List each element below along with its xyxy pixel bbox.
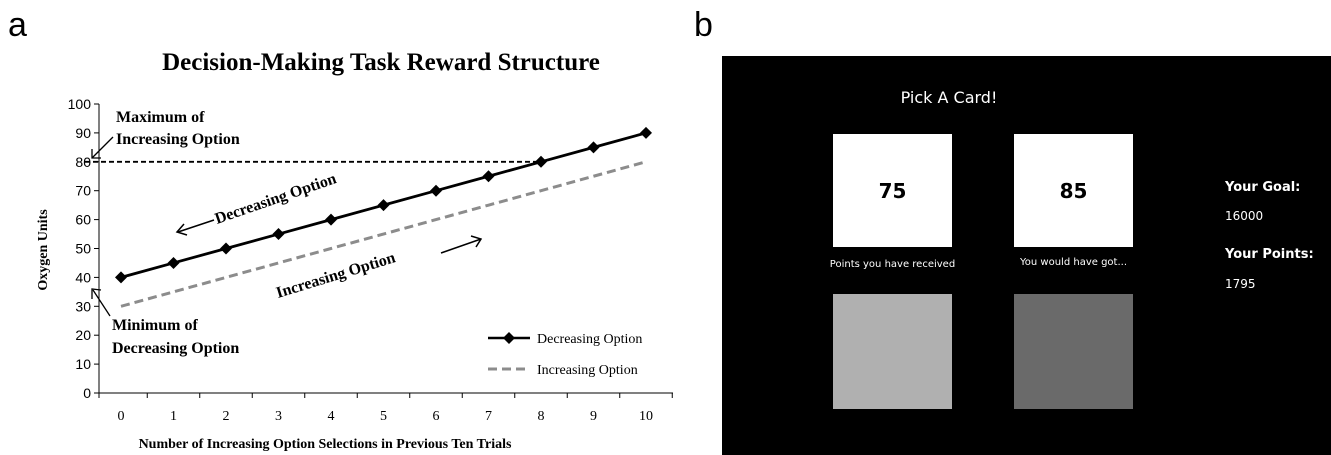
- y-tick-label: 90: [75, 125, 91, 141]
- points-label: Your Points:: [1225, 247, 1314, 262]
- decreasing-option-point: [535, 155, 547, 168]
- deck-card-light[interactable]: [833, 294, 952, 409]
- annotation-minimum-line2: Decreasing Option: [112, 340, 239, 357]
- y-tick-label: 80: [75, 154, 91, 170]
- task-screen: Pick A Card! 75 85 Points you have recei…: [722, 56, 1331, 455]
- decreasing-option-point: [325, 213, 337, 226]
- y-tick-label: 50: [75, 241, 91, 257]
- decreasing-option-point: [430, 184, 442, 197]
- chart-title: Decision-Making Task Reward Structure: [162, 49, 600, 76]
- annotation-minimum-line1: Minimum of: [112, 317, 198, 334]
- x-tick-label: 8: [538, 409, 545, 424]
- y-tick-label: 40: [75, 269, 91, 285]
- series-line-increasing-option: [120, 160, 647, 308]
- decreasing-option-point: [167, 256, 180, 269]
- decreasing-option-point: [377, 199, 390, 212]
- x-tick-label: 2: [223, 409, 230, 424]
- x-tick-label: 5: [380, 409, 387, 424]
- legend-decreasing-marker: [503, 332, 515, 344]
- decreasing-option-point: [272, 228, 285, 241]
- x-tick-label: 0: [118, 409, 125, 424]
- annotation-maximum-line1: Maximum of: [116, 109, 205, 126]
- annotation-minimum-arrow: [92, 289, 111, 317]
- decreasing-option-point: [220, 242, 232, 255]
- y-tick-label: 100: [68, 96, 92, 112]
- annotation-maximum-arrow: [91, 136, 114, 159]
- annotation-minimum-arrowhead: [91, 288, 102, 299]
- panel-letter-b: b: [694, 6, 713, 44]
- annotation-increasing-arrowhead: [470, 235, 483, 248]
- received-card[interactable]: 75: [833, 134, 952, 247]
- forgone-card[interactable]: 85: [1014, 134, 1133, 247]
- x-tick-label: 3: [275, 409, 282, 424]
- annotation-decreasing-label: Decreasing Option: [213, 170, 339, 228]
- reward-structure-chart: Decision-Making Task Reward Structure Ox…: [36, 49, 673, 452]
- y-tick-label: 20: [75, 327, 91, 343]
- task-title: Pick A Card!: [900, 88, 998, 107]
- decreasing-option-point: [115, 271, 127, 284]
- chart-legend: Decreasing Option Increasing Option: [488, 332, 642, 378]
- panel-letter-a: a: [8, 6, 27, 44]
- goal-label: Your Goal:: [1225, 180, 1301, 195]
- y-tick-label: 70: [75, 183, 91, 199]
- x-tick-label: 10: [639, 409, 653, 424]
- x-tick-label: 6: [433, 409, 440, 424]
- decreasing-option-point: [640, 126, 652, 139]
- annotation-increasing-arrow: [440, 238, 482, 254]
- x-tick-label: 1: [170, 409, 177, 424]
- received-card-value: 75: [878, 178, 907, 203]
- deck-card-dark[interactable]: [1014, 294, 1133, 409]
- y-axis-label: Oxygen Units: [36, 209, 51, 291]
- x-tick-label: 9: [590, 409, 597, 424]
- points-value: 1795: [1225, 277, 1256, 291]
- annotation-maximum-line2: Increasing Option: [116, 131, 240, 148]
- received-caption: Points you have received: [829, 259, 956, 270]
- y-tick-label: 0: [83, 385, 91, 401]
- annotation-increasing-label: Increasing Option: [274, 249, 397, 301]
- annotation-maximum-arrowhead: [91, 149, 101, 159]
- x-axis-label: Number of Increasing Option Selections i…: [139, 437, 512, 452]
- decreasing-option-point: [482, 170, 495, 183]
- legend-increasing-label: Increasing Option: [537, 363, 638, 378]
- x-tick-label: 7: [485, 409, 492, 424]
- decreasing-option-point: [587, 141, 600, 154]
- y-tick-label: 30: [75, 298, 91, 314]
- y-tick-label: 60: [75, 212, 91, 228]
- goal-value: 16000: [1225, 209, 1264, 223]
- forgone-card-value: 85: [1059, 178, 1088, 203]
- x-tick-label: 4: [328, 409, 335, 424]
- forgone-caption: You would have got...: [1020, 257, 1127, 268]
- annotation-decreasing-arrow: [177, 219, 215, 233]
- annotation-decreasing-arrowhead: [175, 223, 188, 236]
- y-tick-label: 10: [75, 356, 91, 372]
- legend-decreasing-label: Decreasing Option: [537, 332, 642, 347]
